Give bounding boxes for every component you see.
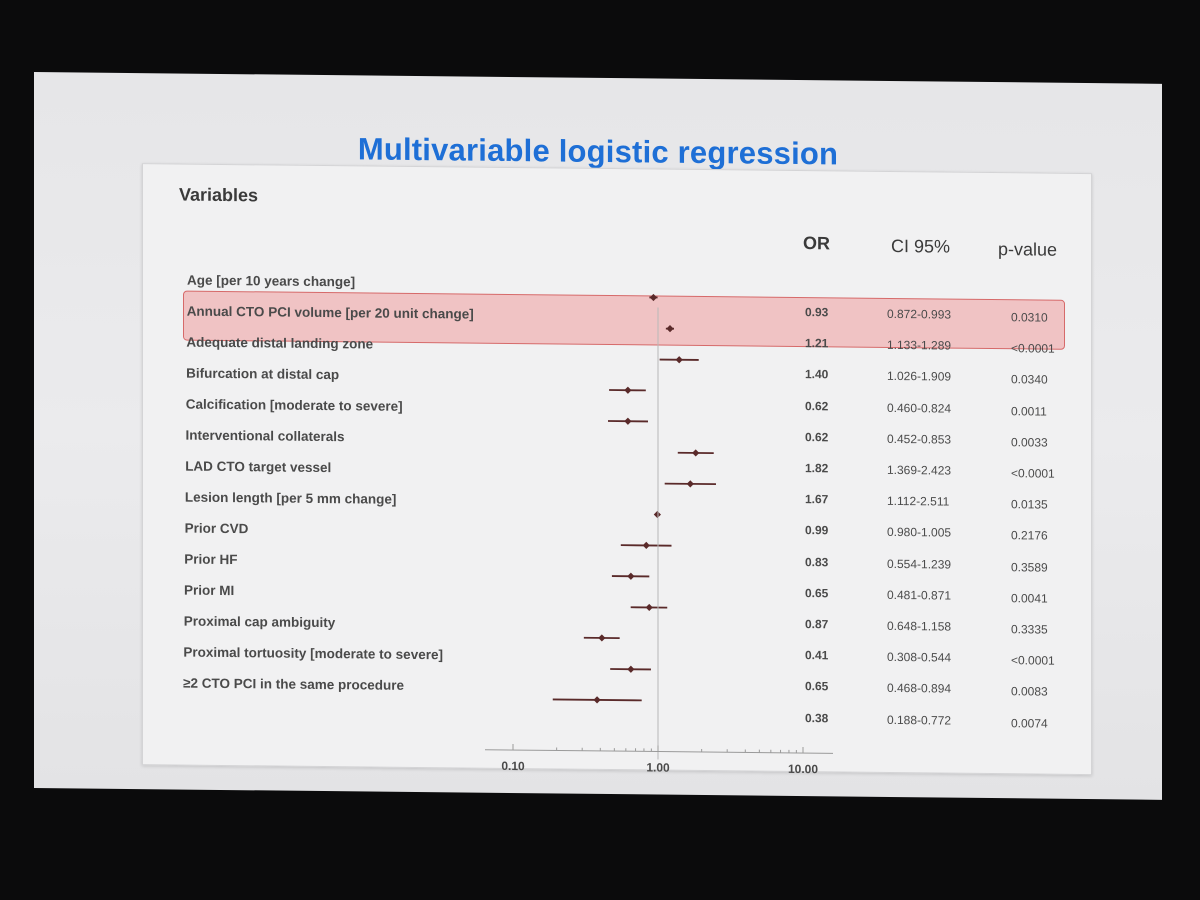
or-point-marker [675, 356, 683, 364]
or-point-marker [627, 572, 635, 580]
or-point-marker [624, 417, 632, 425]
or-point-marker [649, 293, 658, 302]
or-point-marker [686, 480, 694, 488]
x-tick-label: 10.00 [788, 762, 818, 776]
x-tick-label: 0.10 [501, 759, 525, 773]
or-point-marker [593, 696, 601, 704]
or-point-marker [692, 449, 700, 457]
forest-plot-svg: 0.10 1.00 10.00 [485, 293, 833, 776]
projection-screen: Multivariable logistic regression Variab… [34, 72, 1162, 800]
or-point-marker [653, 510, 661, 519]
x-axis-line [485, 749, 833, 754]
forest-plot-panel: Variables OR CI 95% p-value Age [per 10 … [142, 163, 1092, 776]
x-tick-label: 1.00 [646, 760, 670, 774]
or-point-marker [642, 541, 650, 550]
or-point-marker [624, 386, 632, 394]
or-point-marker [645, 603, 653, 612]
or-point-marker [666, 325, 674, 333]
or-point-marker [627, 665, 635, 673]
or-point-marker [598, 634, 606, 642]
